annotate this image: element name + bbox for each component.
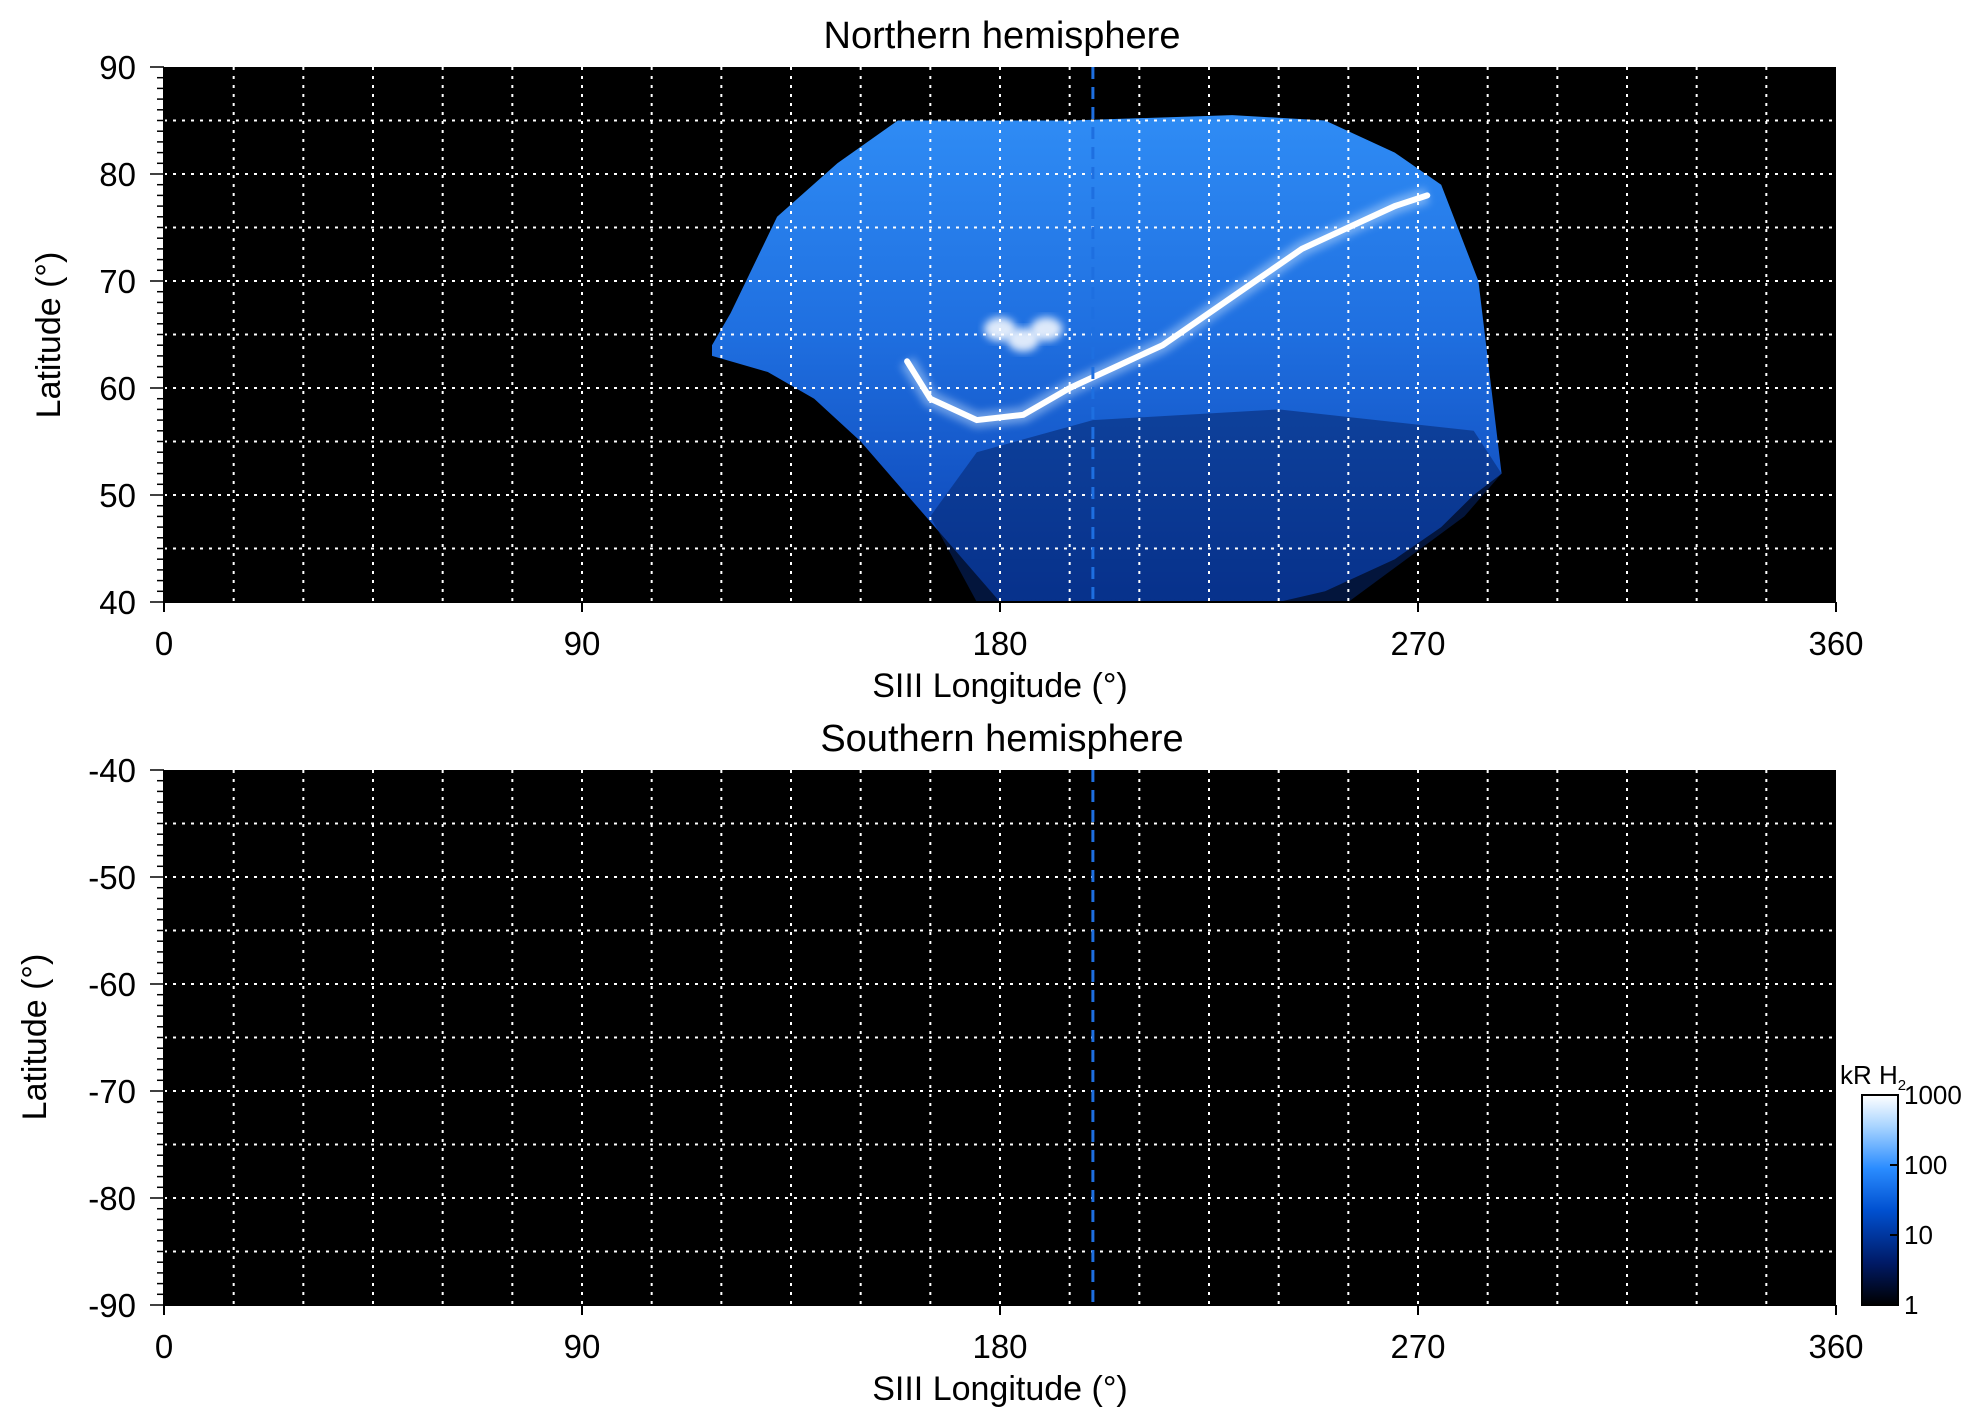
north-x-tick-label: 90 [564,625,601,662]
colorbar-tick-label: 100 [1904,1150,1947,1180]
south-y-tick-label: -40 [88,752,136,789]
north-bright-feature [1030,317,1063,342]
north-y-ticks: 40 50 60 70 80 90 [99,49,165,621]
north-x-tick-label: 270 [1390,625,1445,662]
north-y-tick-label: 70 [99,263,136,300]
north-x-axis-label: SIII Longitude (°) [872,667,1128,705]
north-x-tick-label: 0 [155,625,173,662]
south-x-axis-label: SIII Longitude (°) [872,1370,1128,1408]
south-x-tick-label: 0 [155,1328,173,1365]
colorbar-label: kR H2 [1840,1060,1906,1094]
colorbar: kR H2 1 10 100 1000 [1840,1060,1962,1320]
north-y-tick-label: 80 [99,156,136,193]
north-y-axis-label: Latitude (°) [30,252,68,419]
south-x-ticks: 0 90 180 270 360 [155,1304,1864,1365]
north-title: Northern hemisphere [824,15,1181,57]
north-x-ticks: 0 90 180 270 360 [155,601,1864,662]
north-x-tick-label: 180 [972,625,1027,662]
south-y-tick-label: -50 [88,859,136,896]
south-plot-background [164,770,1836,1305]
south-title: Southern hemisphere [820,718,1183,760]
north-dim-region [930,409,1502,602]
south-y-tick-label: -70 [88,1073,136,1110]
south-y-ticks: -40 -50 -60 -70 -80 -90 [88,752,165,1324]
colorbar-label-main: kR H [1840,1060,1898,1090]
south-x-tick-label: 180 [972,1328,1027,1365]
south-y-axis-label: Latitude (°) [16,954,54,1121]
colorbar-gradient [1861,1094,1899,1306]
south-panel: Southern hemisphere -40 -50 -60 -70 -80 -90 0… [16,718,1864,1408]
colorbar-tick-label: 10 [1904,1220,1933,1250]
north-auroral-emission [712,115,1502,602]
south-x-tick-label: 270 [1390,1328,1445,1365]
south-x-tick-label: 90 [564,1328,601,1365]
colorbar-tick-label: 1 [1904,1290,1918,1320]
south-y-tick-label: -60 [88,966,136,1003]
south-y-tick-label: -90 [88,1287,136,1324]
south-y-tick-label: -80 [88,1180,136,1217]
north-y-tick-label: 40 [99,584,136,621]
north-y-tick-label: 60 [99,370,136,407]
colorbar-tick-label: 1000 [1904,1080,1962,1110]
north-y-tick-label: 90 [99,49,136,86]
south-x-tick-label: 360 [1808,1328,1863,1365]
north-main-oval [904,192,1431,424]
colorbar-label-subscript: 2 [1898,1077,1906,1094]
north-bright-feature [1007,327,1040,352]
north-x-tick-label: 360 [1808,625,1863,662]
north-panel: Northern hemisphere 40 50 60 70 80 90 0 90 180 2… [30,15,1864,705]
colorbar-ticks: 1 10 100 1000 [1890,1080,1962,1320]
north-y-tick-label: 50 [99,477,136,514]
